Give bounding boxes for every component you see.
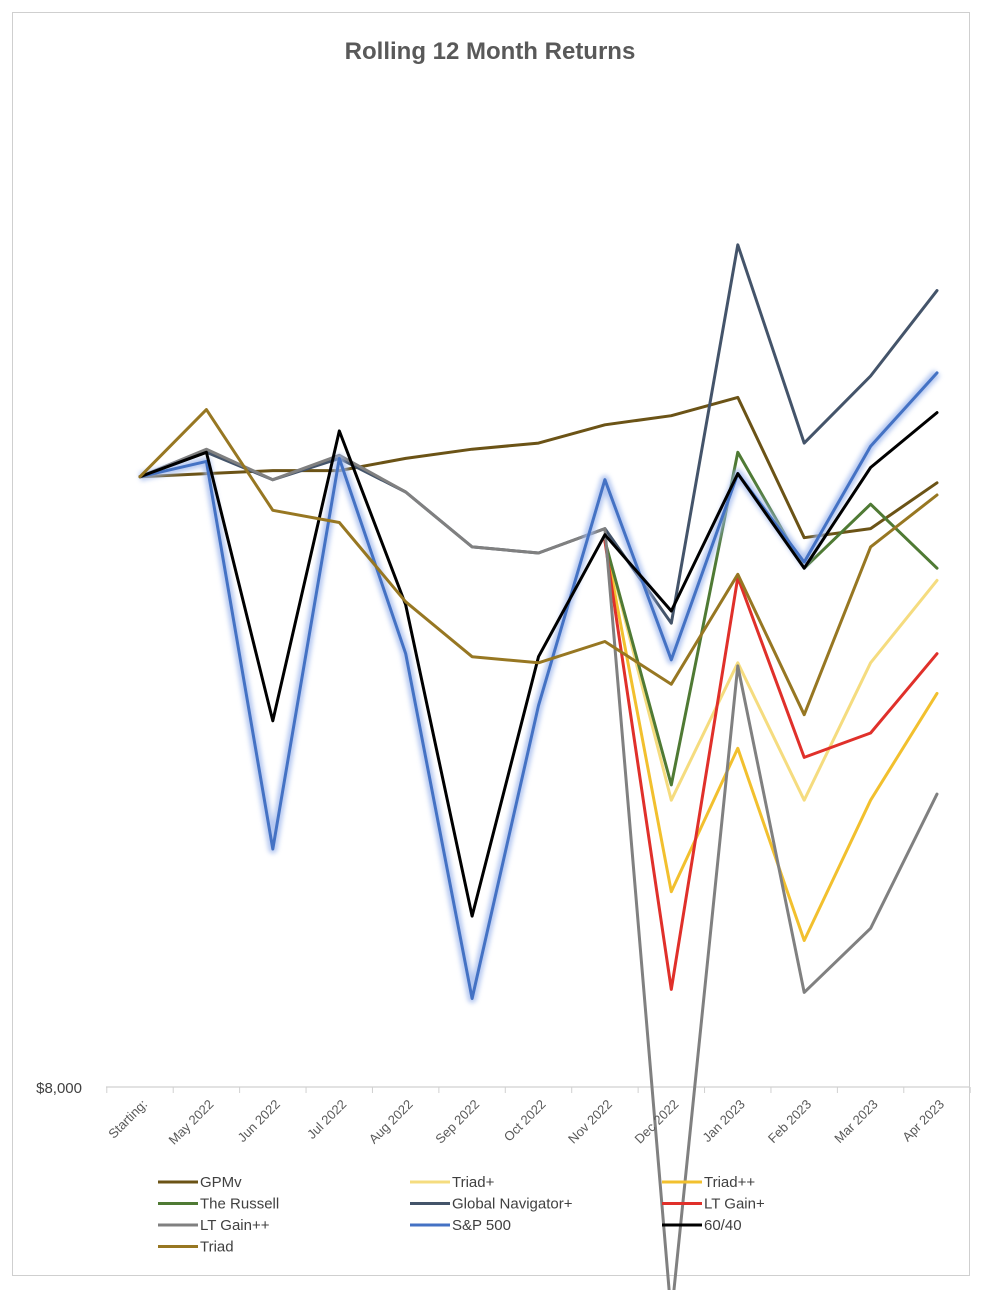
legend-item-the-russell: The Russell xyxy=(158,1196,279,1213)
series-layer xyxy=(138,243,941,1290)
x-tick-label: Sep 2022 xyxy=(432,1097,482,1147)
legend-item-s-p-500: S&P 500 xyxy=(410,1217,511,1234)
x-tick-label: Oct 2022 xyxy=(501,1097,549,1145)
legend-label: Triad xyxy=(200,1239,234,1256)
legend-label: LT Gain++ xyxy=(200,1217,270,1234)
x-tick-label: Jul 2022 xyxy=(304,1097,349,1142)
x-tick-label: Mar 2023 xyxy=(831,1097,880,1146)
x-tick-label: Feb 2023 xyxy=(765,1097,814,1146)
series-line-triad xyxy=(603,539,939,802)
legend-label: Triad+ xyxy=(452,1174,495,1191)
legend-item-lt-gain: LT Gain++ xyxy=(158,1217,270,1234)
chart-title: Rolling 12 Month Returns xyxy=(345,38,636,65)
series-line-glow-s-p-500 xyxy=(138,369,941,1003)
legend-item-lt-gain: LT Gain+ xyxy=(662,1196,765,1213)
legend-label: Global Navigator+ xyxy=(452,1196,573,1213)
axes xyxy=(106,1086,971,1093)
series-line-lt-gain xyxy=(138,447,939,1290)
series-line-triad xyxy=(138,408,939,717)
series-line-s-p-500 xyxy=(138,371,939,1000)
x-tick-label: Nov 2022 xyxy=(565,1097,615,1147)
y-tick-labels: $8,000 xyxy=(36,1080,82,1097)
legend-label: LT Gain+ xyxy=(704,1196,765,1213)
x-tick-label: Jun 2022 xyxy=(235,1097,283,1145)
legend-item-triad: Triad+ xyxy=(410,1174,495,1191)
y-tick-label: $8,000 xyxy=(36,1080,82,1097)
x-tick-label: Starting: xyxy=(105,1097,150,1142)
legend-item-gpmv: GPMv xyxy=(158,1174,242,1191)
legend-label: S&P 500 xyxy=(452,1217,511,1234)
legend-item-global-navigator: Global Navigator+ xyxy=(410,1196,573,1213)
legend-item-60-40: 60/40 xyxy=(662,1217,742,1234)
legend-item-triad: Triad++ xyxy=(662,1174,755,1191)
series-line-gpmv xyxy=(138,395,939,540)
series-line-60-40 xyxy=(138,411,939,918)
x-tick-labels: Starting: May 2022 Jun 2022 Jul 2022 Aug 202… xyxy=(105,1097,947,1148)
series-line-lt-gain xyxy=(603,539,939,991)
x-tick-label: May 2022 xyxy=(166,1097,217,1148)
series-line-global-navigator xyxy=(138,243,939,625)
series-line-triad xyxy=(603,539,939,942)
chart-frame xyxy=(12,12,970,1276)
x-tick-label: Apr 2023 xyxy=(899,1097,947,1145)
legend-label: 60/40 xyxy=(704,1217,742,1234)
x-tick-label: Jan 2023 xyxy=(699,1097,747,1145)
legend-label: The Russell xyxy=(200,1196,279,1213)
legend-label: GPMv xyxy=(200,1174,242,1191)
legend-item-triad: Triad xyxy=(158,1239,234,1256)
legend: GPMv Triad+ Triad++ The Russell Global Navig… xyxy=(158,1174,765,1256)
legend-label: Triad++ xyxy=(704,1174,755,1191)
x-tick-label: Aug 2022 xyxy=(366,1097,416,1147)
series-line-the-russell xyxy=(603,450,939,787)
